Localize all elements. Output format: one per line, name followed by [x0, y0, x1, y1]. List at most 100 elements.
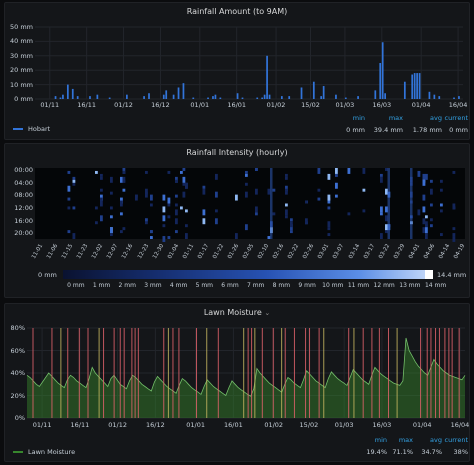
heatmap-cell: [290, 221, 293, 228]
colorbar-tick-label: 9 mm: [298, 282, 316, 289]
rain-bar: [108, 97, 111, 99]
lawn-moisture-title-wrap[interactable]: Lawn Moisture ⌄: [5, 308, 469, 317]
rain-x-tick-label: 01/02: [266, 101, 286, 109]
heatmap-cell: [100, 197, 103, 201]
colorbar-max-label: 14.4 mm: [437, 271, 467, 279]
heatmap-cell: [452, 236, 456, 242]
heatmap-cell: [255, 188, 258, 195]
moisture-x-tick-label: 16/12: [146, 421, 165, 429]
moisture-x-tick-label: 01/02: [264, 421, 284, 429]
rain-bar: [411, 74, 414, 99]
moisture-x-tick-label: 01/03: [334, 421, 354, 429]
rain-bar: [438, 96, 441, 99]
heatmap-cell: [110, 233, 113, 237]
heatmap-cell: [285, 188, 288, 192]
heatmap-cell: [182, 182, 186, 186]
heatmap-cell: [425, 224, 428, 228]
heatmap-cell: [145, 191, 148, 198]
heatmap-cell: [422, 173, 426, 180]
rain-bar: [212, 96, 214, 99]
rain-stat-header: max: [388, 114, 403, 122]
rain-bar: [263, 94, 266, 99]
rain-bar: [381, 42, 384, 99]
heatmap-cell: [95, 170, 98, 174]
heatmap-cell: [255, 212, 258, 216]
rainfall-amount-panel: Rainfall Amount (to 9AM) 50 mm 40 mm 30 mm…: [4, 2, 470, 140]
rain-bar: [71, 88, 74, 99]
colorbar-max-swatch: [425, 270, 433, 279]
heatmap-y-tick-label: 20:00: [14, 229, 33, 238]
rain-bar: [241, 97, 244, 99]
heatmap-cell: [380, 206, 383, 213]
heatmap-y-tick-label: 08:00: [14, 191, 33, 200]
heatmap-cell: [385, 188, 388, 195]
heatmap-cell: [245, 173, 248, 177]
heatmap-cell: [150, 194, 153, 201]
heatmap-cell: [162, 224, 166, 228]
heatmap-cell: [110, 227, 113, 234]
heatmap-cell: [182, 168, 186, 171]
heatmap-cell: [385, 206, 388, 213]
rainfall-bar-chart: [35, 26, 463, 100]
chevron-down-icon: ⌄: [264, 309, 271, 317]
moisture-stat-header: current: [444, 436, 468, 444]
heatmap-cell: [327, 173, 331, 180]
rain-legend-item[interactable]: Hobart: [13, 125, 50, 133]
heatmap-cell: [175, 179, 178, 183]
moisture-y-tick-label: 60%: [10, 346, 25, 355]
heatmap-cell: [215, 191, 218, 198]
rainfall-intensity-title[interactable]: Rainfall Intensity (hourly): [186, 148, 288, 157]
heatmap-background: [35, 168, 465, 239]
heatmap-cell: [285, 215, 288, 219]
heatmap-cell: [317, 188, 321, 192]
heatmap-cell: [202, 188, 206, 195]
moisture-x-tick-label: 15/02: [299, 421, 319, 429]
heatmap-y-tick-label: 16:00: [14, 216, 33, 225]
moisture-x-tick-label: 01/01: [186, 421, 205, 429]
heatmap-cell: [327, 221, 331, 228]
rainfall-intensity-panel: Rainfall Intensity (hourly) 00:00 04:00 08…: [4, 143, 470, 298]
rain-bar: [261, 97, 264, 99]
heatmap-cell: [110, 191, 113, 195]
rain-bar: [403, 81, 406, 99]
heatmap-cell: [430, 203, 433, 207]
heatmap-cell: [150, 230, 153, 234]
rain-stat-value: 0 mm: [346, 126, 365, 134]
moisture-stat-value: 71.1%: [392, 448, 413, 456]
rainfall-amount-title[interactable]: Rainfall Amount (to 9AM): [186, 7, 288, 16]
rain-bar: [266, 55, 268, 99]
rain-stat-header: avg: [430, 114, 442, 122]
heatmap-y-tick-label: 04:00: [14, 178, 33, 187]
lawn-moisture-title: Lawn Moisture: [203, 308, 262, 317]
moisture-legend-item[interactable]: Lawn Moisture: [13, 448, 75, 456]
heatmap-cell: [95, 206, 98, 210]
heatmap-cell: [100, 173, 103, 177]
heatmap-y-tick-label: 00:00: [14, 166, 33, 174]
heatmap-cell: [245, 170, 248, 174]
heatmap-cell: [385, 230, 388, 234]
moisture-x-tick-label: 01/11: [32, 421, 52, 429]
heatmap-cell: [270, 168, 273, 239]
heatmap-cell: [167, 215, 171, 219]
rain-bar: [357, 96, 359, 99]
moisture-legend-swatch: [13, 451, 23, 453]
rain-bar: [344, 97, 347, 99]
heatmap-cell: [290, 224, 293, 231]
rain-bar: [214, 94, 217, 99]
rain-x-tick-label: 16/11: [77, 101, 96, 109]
rain-bar: [165, 90, 168, 99]
rain-bar: [54, 96, 57, 99]
heatmap-cell: [417, 209, 421, 216]
heatmap-cell: [440, 203, 443, 207]
moisture-stat-value: 34.7%: [421, 448, 442, 456]
heatmap-cell: [72, 176, 76, 180]
heatmap-cell: [120, 176, 123, 183]
heatmap-cell: [422, 206, 426, 213]
moisture-y-tick-label: 20%: [10, 391, 25, 400]
heatmap-cell: [440, 179, 443, 183]
rain-bar: [413, 73, 416, 99]
heatmap-cell: [180, 170, 183, 174]
colorbar-tick-label: 3 mm: [144, 282, 162, 289]
rainfall-heatmap: [35, 168, 465, 242]
heatmap-cell: [430, 188, 433, 195]
